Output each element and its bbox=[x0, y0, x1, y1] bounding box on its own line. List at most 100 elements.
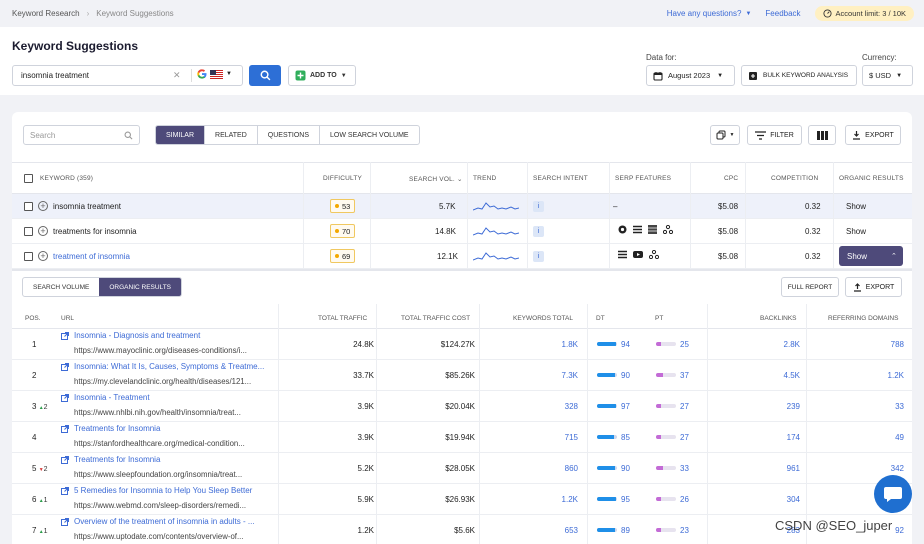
organic-export-button[interactable]: EXPORT bbox=[845, 277, 902, 297]
result-url[interactable]: https://www.mayoclinic.org/diseases-cond… bbox=[74, 346, 247, 355]
tab-similar[interactable]: SIMILAR bbox=[156, 126, 206, 144]
col-trend[interactable]: TREND bbox=[473, 175, 497, 182]
search-button[interactable] bbox=[249, 65, 281, 86]
keyword-row[interactable]: + treatment of insomnia 69 12.1K i $5.08… bbox=[12, 244, 912, 269]
col-dt[interactable]: DT bbox=[596, 315, 605, 322]
keywords-total-link[interactable]: 653 bbox=[564, 526, 578, 535]
feedback-link[interactable]: Feedback bbox=[765, 9, 801, 18]
keyword-search-input[interactable]: insomnia treatment ✕ ▼ bbox=[12, 65, 243, 86]
row-checkbox[interactable] bbox=[24, 252, 33, 261]
export-button[interactable]: EXPORT bbox=[845, 125, 901, 145]
row-checkbox[interactable] bbox=[24, 227, 33, 236]
columns-button[interactable] bbox=[808, 125, 836, 145]
result-url[interactable]: https://www.uptodate.com/contents/overvi… bbox=[74, 532, 244, 541]
col-competition[interactable]: COMPETITION bbox=[771, 175, 819, 182]
external-link-icon[interactable] bbox=[61, 487, 69, 495]
result-title-link[interactable]: Treatments for Insomnia bbox=[74, 424, 161, 433]
col-url[interactable]: URL bbox=[61, 315, 75, 322]
result-url[interactable]: https://stanfordhealthcare.org/medical-c… bbox=[74, 439, 245, 448]
col-backlinks[interactable]: BACKLINKS bbox=[760, 315, 797, 322]
filter-search-input[interactable]: Search bbox=[23, 125, 140, 145]
breadcrumb-root[interactable]: Keyword Research bbox=[12, 9, 80, 18]
referring-domains-link[interactable]: 342 bbox=[890, 464, 904, 473]
bulk-keyword-analysis-button[interactable]: BULK KEYWORD ANALYSIS bbox=[741, 65, 857, 86]
result-url[interactable]: https://my.clevelandclinic.org/health/di… bbox=[74, 377, 252, 386]
tab-questions[interactable]: QUESTIONS bbox=[258, 126, 321, 144]
keywords-total-link[interactable]: 1.8K bbox=[561, 340, 578, 349]
backlinks-link[interactable]: 4.5K bbox=[783, 371, 800, 380]
referring-domains-link[interactable]: 49 bbox=[895, 433, 904, 442]
add-keyword-icon[interactable]: + bbox=[38, 226, 48, 236]
external-link-icon[interactable] bbox=[61, 425, 69, 433]
col-serp-features[interactable]: SERP FEATURES bbox=[615, 175, 672, 182]
col-search-volume[interactable]: SEARCH VOL. ⌄ bbox=[409, 175, 463, 183]
backlinks-link[interactable]: 283 bbox=[786, 526, 800, 535]
referring-domains-link[interactable]: 92 bbox=[895, 526, 904, 535]
tab-low-search-volume[interactable]: LOW SEARCH VOLUME bbox=[330, 131, 409, 139]
account-limit-badge[interactable]: Account limit: 3 / 10K bbox=[814, 6, 914, 21]
copy-button[interactable]: ▼ bbox=[710, 125, 740, 145]
external-link-icon[interactable] bbox=[61, 332, 69, 340]
add-keyword-icon[interactable]: + bbox=[38, 251, 48, 261]
row-checkbox[interactable] bbox=[24, 202, 33, 211]
result-url[interactable]: https://www.nhlbi.nih.gov/health/insomni… bbox=[74, 408, 241, 417]
external-link-icon[interactable] bbox=[61, 394, 69, 402]
col-search-intent[interactable]: SEARCH INTENT bbox=[533, 175, 588, 182]
col-organic-results[interactable]: ORGANIC RESULTS bbox=[839, 175, 904, 182]
col-keyword[interactable]: KEYWORD (359) bbox=[40, 175, 94, 182]
filter-button[interactable]: FILTER bbox=[747, 125, 802, 145]
result-title-link[interactable]: Treatments for Insomnia bbox=[74, 455, 161, 464]
col-total-traffic[interactable]: TOTAL TRAFFIC bbox=[318, 315, 368, 322]
result-title-link[interactable]: 5 Remedies for Insomnia to Help You Slee… bbox=[74, 486, 253, 495]
keyword-text[interactable]: treatments for insomnia bbox=[53, 227, 137, 236]
keywords-total-link[interactable]: 860 bbox=[564, 464, 578, 473]
show-organic-link[interactable]: Show bbox=[846, 227, 867, 236]
referring-domains-link[interactable]: 1.2K bbox=[887, 371, 904, 380]
referring-domains-link[interactable]: 788 bbox=[890, 340, 904, 349]
backlinks-link[interactable]: 2.8K bbox=[783, 340, 800, 349]
keyword-text[interactable]: insomnia treatment bbox=[53, 202, 122, 211]
chat-support-button[interactable] bbox=[874, 475, 912, 513]
full-report-button[interactable]: FULL REPORT bbox=[781, 277, 839, 297]
external-link-icon[interactable] bbox=[61, 456, 69, 464]
col-pos[interactable]: POS. bbox=[25, 315, 41, 322]
keywords-total-link[interactable]: 1.2K bbox=[561, 495, 578, 504]
currency-select[interactable]: $ USD ▼ bbox=[862, 65, 913, 86]
tab-organic-results[interactable]: ORGANIC RESULTS bbox=[99, 278, 181, 296]
add-to-button[interactable]: ADD TO ▼ bbox=[288, 65, 356, 86]
keywords-total-link[interactable]: 7.3K bbox=[561, 371, 578, 380]
col-traffic-cost[interactable]: TOTAL TRAFFIC COST bbox=[401, 315, 471, 322]
backlinks-link[interactable]: 239 bbox=[786, 402, 800, 411]
questions-link[interactable]: Have any questions? ▼ bbox=[667, 9, 752, 18]
keywords-total-link[interactable]: 715 bbox=[564, 433, 578, 442]
col-difficulty[interactable]: DIFFICULTY bbox=[323, 175, 363, 182]
result-url[interactable]: https://www.sleepfoundation.org/insomnia… bbox=[74, 470, 243, 479]
external-link-icon[interactable] bbox=[61, 363, 69, 371]
col-referring-domains[interactable]: REFERRING DOMAINS bbox=[828, 315, 899, 322]
result-title-link[interactable]: Overview of the treatment of insomnia in… bbox=[74, 517, 255, 526]
backlinks-link[interactable]: 961 bbox=[786, 464, 800, 473]
backlinks-link[interactable]: 304 bbox=[786, 495, 800, 504]
result-title-link[interactable]: Insomnia - Diagnosis and treatment bbox=[74, 331, 201, 340]
col-cpc[interactable]: CPC bbox=[724, 175, 739, 182]
backlinks-link[interactable]: 174 bbox=[786, 433, 800, 442]
show-organic-button-active[interactable]: Show ⌃ bbox=[839, 246, 903, 266]
keyword-text[interactable]: treatment of insomnia bbox=[53, 252, 130, 261]
add-keyword-icon[interactable]: + bbox=[38, 201, 48, 211]
referring-domains-link[interactable]: 33 bbox=[895, 402, 904, 411]
external-link-icon[interactable] bbox=[61, 518, 69, 526]
keyword-row[interactable]: + treatments for insomnia 70 14.8K i $5.… bbox=[12, 219, 912, 244]
select-all-checkbox[interactable] bbox=[24, 174, 33, 183]
keyword-row[interactable]: + insomnia treatment 53 5.7K i – $5.08 0… bbox=[12, 194, 912, 219]
col-keywords-total[interactable]: KEYWORDS TOTAL bbox=[513, 315, 573, 322]
show-organic-link[interactable]: Show bbox=[846, 202, 867, 211]
clear-icon[interactable]: ✕ bbox=[173, 70, 181, 80]
tab-search-volume[interactable]: SEARCH VOLUME bbox=[33, 283, 90, 291]
tab-related[interactable]: RELATED bbox=[205, 126, 258, 144]
search-engine-select[interactable]: ▼ bbox=[197, 69, 232, 79]
month-select[interactable]: August 2023 ▼ bbox=[646, 65, 735, 86]
col-pt[interactable]: PT bbox=[655, 315, 664, 322]
keywords-total-link[interactable]: 328 bbox=[564, 402, 578, 411]
result-title-link[interactable]: Insomnia - Treatment bbox=[74, 393, 150, 402]
result-title-link[interactable]: Insomnia: What It Is, Causes, Symptoms &… bbox=[74, 362, 265, 371]
